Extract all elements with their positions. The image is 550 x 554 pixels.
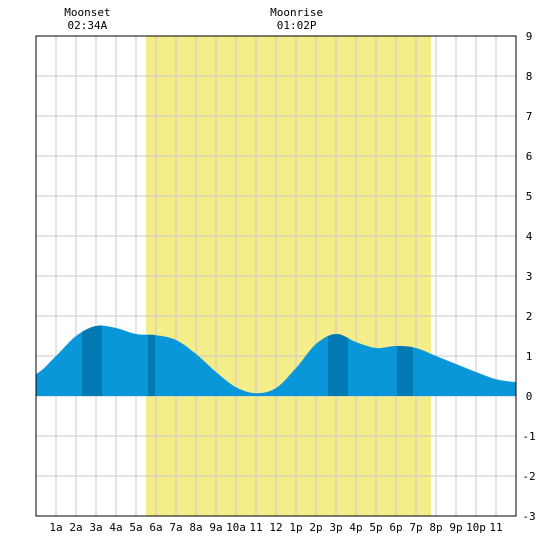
x-tick-label: 8p: [429, 521, 442, 534]
y-tick-label: 5: [526, 190, 533, 203]
x-tick-label: 1p: [289, 521, 302, 534]
x-tick-label: 7a: [169, 521, 182, 534]
x-tick-label: 11: [489, 521, 502, 534]
x-tick-label: 5a: [129, 521, 142, 534]
moon-event-label: Moonset: [64, 6, 110, 19]
x-tick-label: 5p: [369, 521, 382, 534]
moon-event-time: 01:02P: [277, 19, 317, 32]
x-tick-label: 7p: [409, 521, 422, 534]
x-tick-label: 6p: [389, 521, 402, 534]
x-tick-label: 2p: [309, 521, 322, 534]
x-tick-label: 9p: [449, 521, 462, 534]
axis-layer: [35, 35, 517, 517]
y-tick-label: 9: [526, 30, 533, 43]
y-tick-label: 4: [526, 230, 533, 243]
tide-highlight-band: [397, 346, 413, 396]
y-tick-label: -2: [522, 470, 535, 483]
y-tick-label: 2: [526, 310, 533, 323]
y-tick-label: 6: [526, 150, 533, 163]
x-tick-label: 3a: [89, 521, 102, 534]
x-tick-label: 8a: [189, 521, 202, 534]
y-tick-label: 0: [526, 390, 533, 403]
tide-highlight-band: [328, 333, 348, 396]
x-tick-label: 12: [269, 521, 282, 534]
x-tick-label: 4p: [349, 521, 362, 534]
x-tick-label: 10a: [226, 521, 246, 534]
x-tick-label: 3p: [329, 521, 342, 534]
x-tick-label: 4a: [109, 521, 122, 534]
x-tick-label: 6a: [149, 521, 162, 534]
tide-area: [36, 325, 516, 396]
x-tick-label: 1a: [49, 521, 62, 534]
y-tick-label: -3: [522, 510, 535, 523]
y-tick-label: 8: [526, 70, 533, 83]
moon-event-label: Moonrise: [270, 6, 323, 19]
x-tick-label: 11: [249, 521, 262, 534]
grid-layer: [36, 36, 516, 516]
tide-highlight-band: [148, 334, 155, 396]
moon-event-time: 02:34A: [68, 19, 108, 32]
x-tick-label: 10p: [466, 521, 486, 534]
tide-layer: [36, 325, 516, 396]
x-tick-label: 2a: [69, 521, 82, 534]
y-tick-label: 3: [526, 270, 533, 283]
y-tick-label: -1: [522, 430, 535, 443]
plot-frame: [35, 35, 517, 517]
y-tick-label: 1: [526, 350, 533, 363]
x-tick-label: 9a: [209, 521, 222, 534]
tide-highlight-band: [82, 325, 102, 396]
y-tick-label: 7: [526, 110, 533, 123]
